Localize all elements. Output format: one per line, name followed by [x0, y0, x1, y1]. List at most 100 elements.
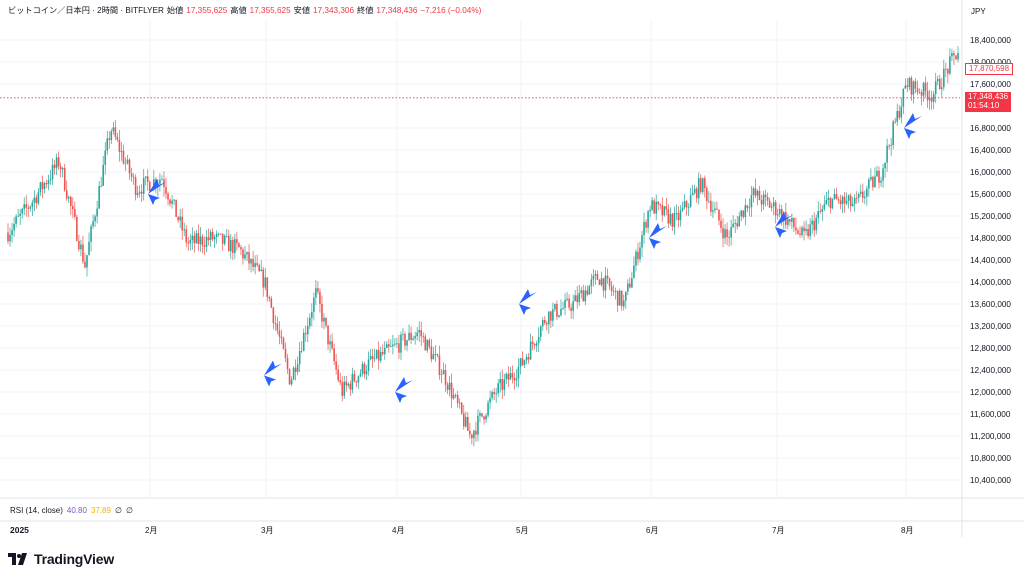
candle-body — [191, 235, 194, 241]
candle-body — [932, 94, 935, 102]
candle-body — [556, 303, 558, 317]
candle-body — [728, 237, 730, 238]
candle-body — [809, 224, 811, 237]
candle-body — [284, 348, 287, 359]
candle-body — [404, 333, 406, 346]
candle-body — [859, 191, 862, 194]
candle-body — [582, 290, 585, 302]
candle-body — [234, 239, 236, 253]
tradingview-logo[interactable]: TradingView — [8, 551, 114, 567]
candle-body — [213, 236, 216, 240]
candle-body — [161, 179, 163, 181]
year-tick-label: 2025 — [10, 525, 29, 535]
candle-body — [675, 212, 678, 214]
candle-body — [29, 206, 32, 209]
candle-body — [53, 164, 56, 168]
candle-body — [138, 191, 141, 194]
candle-body — [598, 279, 601, 285]
candle-body — [9, 234, 11, 242]
candle-body — [270, 298, 273, 308]
price-axis[interactable]: 18,400,000 18,000,000 17,600,000 16,800,000… — [970, 36, 1011, 485]
candle-body — [341, 382, 344, 396]
candle-body — [390, 346, 392, 347]
time-axis[interactable]: 2025 2月 3月 4月 5月 6月 7月 8月 — [10, 525, 913, 535]
price-tick-label: 17,600,000 — [970, 80, 1011, 89]
candle-body — [298, 351, 301, 365]
candle-body — [272, 307, 275, 324]
candle-body — [803, 227, 805, 232]
tradingview-logo-icon — [8, 553, 27, 565]
candle-body — [74, 209, 76, 217]
price-tick-label: 10,400,000 — [970, 476, 1011, 485]
candle-body — [780, 208, 783, 221]
candle-body — [414, 336, 416, 339]
candle-body — [592, 275, 595, 280]
candle-body — [108, 138, 111, 141]
candle-body — [606, 275, 609, 279]
price-tick-label: 16,000,000 — [970, 168, 1011, 177]
candle-body — [167, 193, 169, 200]
candle-body — [211, 232, 214, 240]
candle-body — [65, 190, 68, 199]
candle-body — [876, 170, 878, 177]
candle-body — [276, 323, 279, 331]
candle-body — [643, 221, 645, 236]
candle-body — [302, 332, 305, 351]
candle-body — [762, 194, 765, 205]
candle-body — [132, 176, 135, 178]
candle-body — [596, 273, 599, 280]
candle-body — [938, 78, 941, 90]
candle-body — [142, 178, 145, 194]
candle-body — [430, 346, 433, 360]
candle-body — [140, 191, 143, 194]
candle-body — [23, 204, 26, 209]
candle-body — [633, 265, 635, 279]
currency-label[interactable]: JPY — [971, 7, 986, 16]
candle-body — [566, 298, 568, 301]
candle-body — [381, 352, 384, 355]
symbol-title[interactable]: ビットコイン／日本円 · 2時間 · BITFLYER — [8, 6, 164, 15]
candle-body — [776, 214, 779, 216]
candle-body — [290, 379, 293, 385]
month-tick-label: 6月 — [646, 526, 658, 535]
candle-body — [469, 430, 471, 435]
candle-body — [845, 200, 848, 204]
candle-body — [432, 354, 435, 360]
candle-body — [246, 252, 248, 255]
candle-body — [236, 239, 238, 244]
candle-body — [580, 290, 583, 294]
candle-body — [479, 413, 481, 416]
candle-body — [572, 301, 574, 311]
candle-body — [627, 283, 629, 292]
candle-body — [655, 201, 657, 214]
candle-body — [934, 81, 937, 95]
candle-body — [426, 340, 429, 351]
candle-body — [17, 215, 19, 217]
brand-name: TradingView — [34, 551, 115, 567]
candle-body — [31, 202, 34, 207]
candle-body — [639, 247, 641, 260]
candle-body — [207, 237, 210, 241]
price-tick-label: 11,600,000 — [970, 410, 1011, 419]
candle-body — [543, 320, 546, 324]
month-tick-label: 2月 — [145, 526, 157, 535]
candle-body — [742, 210, 745, 217]
candle-body — [114, 127, 117, 137]
candle-body — [43, 183, 46, 190]
candle-body — [294, 367, 297, 372]
rsi-legend[interactable]: RSI (14, close) 40.80 37.89 ∅ ∅ — [10, 506, 133, 515]
candle-body — [578, 293, 581, 303]
candle-body — [128, 159, 131, 174]
candle-body — [760, 199, 763, 205]
candle-body — [266, 277, 269, 298]
candle-body — [126, 159, 129, 163]
candle-body — [586, 290, 589, 295]
candle-body — [669, 213, 672, 224]
candle-body — [21, 208, 23, 214]
candle-body — [957, 52, 959, 60]
candle-body — [525, 357, 528, 361]
candle-body — [72, 205, 74, 210]
candle-body — [288, 369, 291, 385]
candle-body — [513, 377, 516, 381]
